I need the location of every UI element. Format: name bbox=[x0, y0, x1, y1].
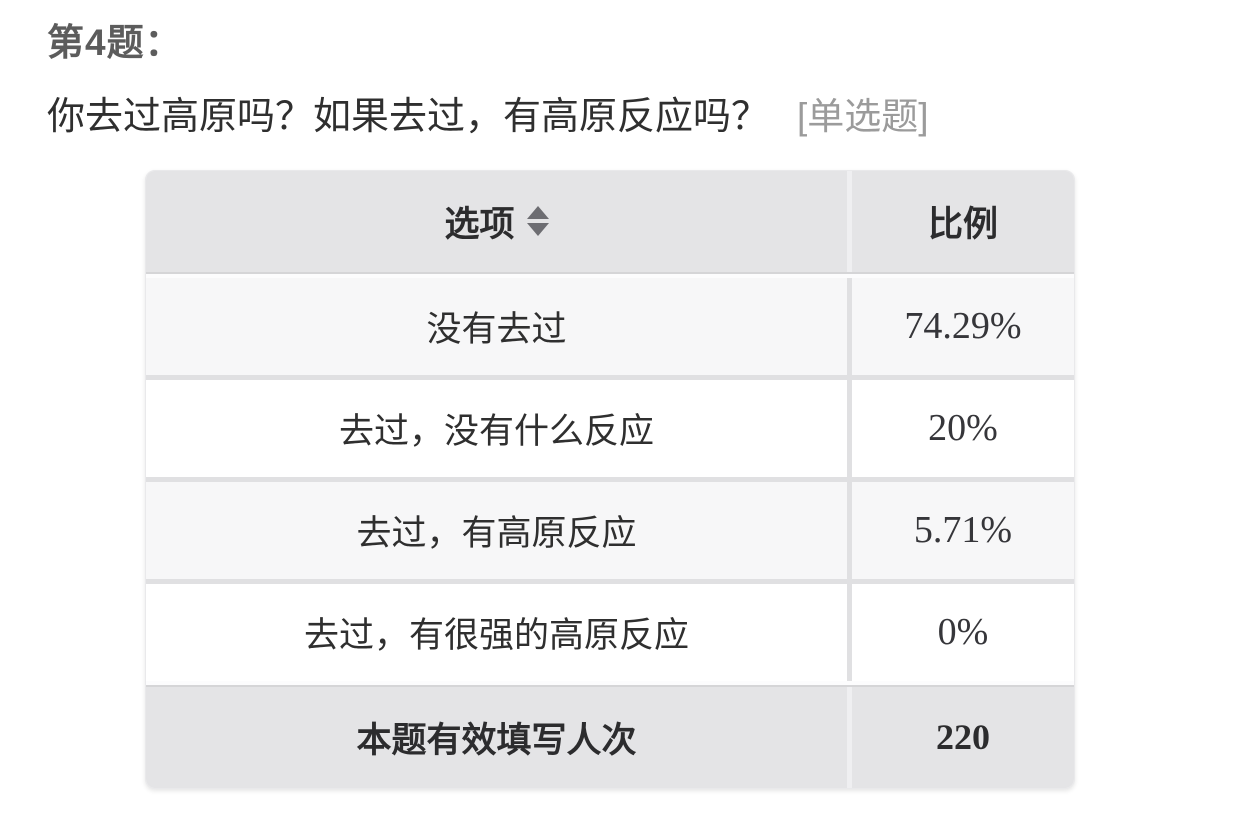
option-label: 去过，没有什么反应 bbox=[338, 411, 654, 451]
table-row: 去过，有高原反应 5.71% bbox=[146, 481, 1074, 579]
row-separator bbox=[146, 680, 1074, 685]
sort-arrows-icon[interactable] bbox=[526, 206, 549, 237]
footer-label-cell: 本题有效填写人次 bbox=[146, 687, 847, 788]
ratio-cell: 74.29% bbox=[852, 278, 1074, 375]
option-cell: 去过，有很强的高原反应 bbox=[146, 584, 847, 681]
ratio-value: 0% bbox=[937, 611, 989, 654]
table-header-row: 选项 比例 bbox=[146, 170, 1074, 272]
ratio-cell: 20% bbox=[852, 380, 1074, 477]
results-table: 选项 比例 没有去过 74.29% bbox=[145, 169, 1075, 789]
table-row: 去过，有很强的高原反应 0% bbox=[146, 583, 1074, 681]
ratio-value: 74.29% bbox=[904, 305, 1022, 348]
question-number: 第4题： bbox=[47, 22, 183, 63]
option-label: 去过，有高原反应 bbox=[356, 513, 637, 553]
footer-value-cell: 220 bbox=[852, 687, 1074, 788]
table-footer-row: 本题有效填写人次 220 bbox=[146, 686, 1074, 788]
row-separator bbox=[146, 578, 1074, 584]
column-divider bbox=[847, 686, 852, 788]
sort-down-icon bbox=[526, 223, 549, 237]
footer-value: 220 bbox=[936, 717, 990, 758]
ratio-value: 5.71% bbox=[913, 509, 1013, 552]
option-label: 没有去过 bbox=[426, 309, 567, 349]
column-header-option-label: 选项 bbox=[444, 204, 515, 244]
column-divider bbox=[847, 170, 852, 272]
question-text: 你去过高原吗？如果去过，有高原反应吗？ bbox=[47, 96, 770, 139]
column-divider bbox=[847, 379, 852, 477]
column-header-ratio-label: 比例 bbox=[927, 204, 998, 244]
column-header-ratio: 比例 bbox=[852, 171, 1074, 272]
option-label: 去过，有很强的高原反应 bbox=[303, 615, 689, 655]
option-cell: 没有去过 bbox=[146, 278, 847, 375]
question-type-badge: [单选题] bbox=[797, 96, 929, 138]
row-separator bbox=[146, 271, 1074, 274]
column-header-option[interactable]: 选项 bbox=[146, 171, 847, 272]
table-row: 没有去过 74.29% bbox=[146, 277, 1074, 375]
row-separator bbox=[146, 273, 1074, 278]
survey-question-result: 第4题： 你去过高原吗？如果去过，有高原反应吗？ [单选题] 选项 比例 没有去过 bbox=[47, 22, 1242, 789]
sort-up-icon bbox=[526, 206, 549, 220]
ratio-cell: 5.71% bbox=[852, 482, 1074, 579]
ratio-value: 20% bbox=[928, 407, 998, 450]
column-divider bbox=[847, 583, 852, 681]
row-separator bbox=[146, 476, 1074, 482]
table-row: 去过，没有什么反应 20% bbox=[146, 379, 1074, 477]
row-separator bbox=[146, 684, 1074, 687]
row-separator bbox=[146, 374, 1074, 380]
option-cell: 去过，没有什么反应 bbox=[146, 380, 847, 477]
option-cell: 去过，有高原反应 bbox=[146, 482, 847, 579]
column-divider bbox=[847, 277, 852, 375]
footer-label: 本题有效填写人次 bbox=[356, 720, 637, 760]
question-line: 你去过高原吗？如果去过，有高原反应吗？ [单选题] bbox=[47, 94, 1242, 142]
column-divider bbox=[847, 481, 852, 579]
ratio-cell: 0% bbox=[852, 584, 1074, 681]
